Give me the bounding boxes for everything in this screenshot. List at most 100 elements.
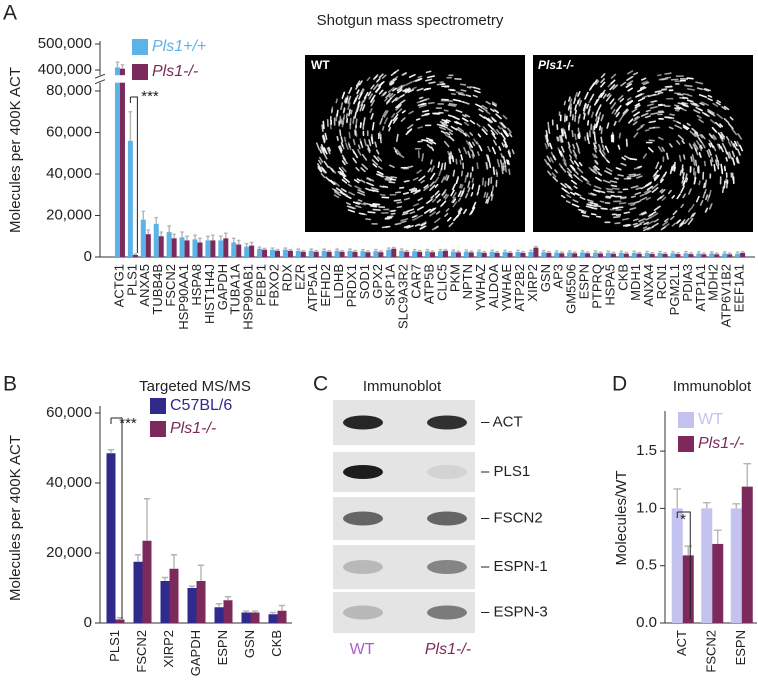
micrograph-stroke — [444, 194, 449, 200]
micrograph-stroke — [629, 207, 637, 211]
bar — [572, 253, 578, 257]
micrograph-stroke — [704, 112, 710, 118]
error-bar — [283, 247, 288, 250]
bar — [533, 247, 539, 257]
error-bar — [490, 249, 494, 252]
micrograph-stroke — [469, 85, 476, 89]
micrograph-stroke — [396, 201, 403, 204]
micrograph-stroke — [412, 217, 418, 221]
blot-label: – ESPN-3 — [481, 603, 548, 620]
micrograph-stroke — [634, 115, 639, 120]
micrograph-stroke — [570, 191, 576, 196]
micrograph-stroke — [494, 109, 500, 114]
micrograph-stroke — [338, 146, 343, 154]
error-bar — [242, 610, 250, 613]
micrograph-stroke — [560, 150, 564, 158]
bar — [683, 253, 689, 257]
micrograph-stroke — [609, 84, 616, 91]
micrograph-stroke — [372, 163, 378, 168]
micrograph-stroke — [625, 138, 628, 147]
micrograph-stroke — [614, 108, 620, 115]
error-bar — [702, 501, 711, 509]
micrograph-stroke — [363, 91, 369, 99]
error-bar — [249, 241, 254, 246]
micrograph-stroke — [467, 150, 471, 159]
micrograph-stroke — [632, 218, 639, 222]
micrograph-stroke — [457, 207, 462, 213]
micrograph-stroke — [723, 165, 727, 172]
micrograph-stroke — [643, 221, 649, 226]
micrograph-stroke — [409, 211, 416, 215]
x-tick-label: TUBA1A — [228, 264, 243, 315]
micrograph-stroke — [462, 132, 467, 137]
micrograph-stroke — [485, 198, 488, 204]
bar — [502, 252, 508, 257]
micrograph-stroke — [448, 222, 454, 228]
micrograph-stroke — [317, 167, 322, 173]
micrograph-stroke — [574, 104, 578, 111]
micrograph-stroke — [601, 149, 606, 156]
micrograph-stroke — [491, 101, 498, 106]
micrograph-stroke — [614, 222, 621, 225]
micrograph-stroke — [391, 113, 396, 118]
bar — [321, 250, 327, 257]
micrograph-stroke — [504, 165, 507, 173]
x-tick-label: CKB — [269, 630, 284, 657]
micrograph-stroke — [737, 133, 743, 140]
micrograph-stroke — [355, 80, 361, 87]
panel-label: C — [313, 373, 328, 396]
micrograph-stroke — [403, 197, 411, 201]
x-tick-label: AP3 — [551, 264, 566, 289]
micrograph-stroke — [420, 222, 427, 227]
micrograph-stroke — [414, 189, 421, 193]
micrograph-stroke — [712, 145, 717, 152]
micrograph-stroke — [343, 97, 347, 103]
micrograph-stroke — [469, 119, 476, 125]
error-bar — [251, 610, 259, 613]
micrograph-stroke — [610, 102, 617, 110]
micrograph-stroke — [578, 178, 583, 183]
micrograph-stroke — [568, 154, 573, 159]
micrograph-stroke — [569, 103, 573, 110]
micrograph-stroke — [321, 167, 327, 174]
micrograph-stroke — [623, 211, 630, 215]
micrograph-stroke — [569, 158, 575, 165]
significance-label: *** — [119, 415, 137, 432]
error-bar — [278, 604, 286, 611]
bar — [262, 249, 268, 257]
error-bar — [107, 449, 115, 454]
bar — [585, 253, 591, 257]
error-bar — [348, 248, 352, 251]
micrograph-stroke — [420, 179, 425, 184]
bar — [115, 619, 125, 623]
blot-label: – ESPN-1 — [481, 558, 548, 575]
micrograph-stroke — [704, 207, 709, 213]
bar — [507, 252, 513, 257]
micrograph-stroke — [370, 84, 375, 90]
micrograph-stroke — [396, 205, 403, 209]
x-tick-label: FBXO2 — [266, 264, 281, 307]
micrograph-stroke — [731, 128, 738, 136]
error-bar — [740, 250, 745, 253]
micrograph-stroke — [348, 205, 357, 210]
micrograph-stroke — [457, 197, 462, 202]
micrograph-stroke — [460, 154, 464, 161]
micrograph-stroke — [334, 191, 342, 197]
micrograph-stroke — [445, 208, 450, 212]
micrograph-stroke — [460, 184, 464, 189]
error-bar — [236, 239, 241, 245]
bar — [598, 253, 603, 257]
micrograph-stroke — [427, 101, 435, 105]
micrograph-stroke — [336, 135, 339, 141]
micrograph-stroke — [583, 102, 587, 109]
micrograph-stroke — [471, 141, 476, 147]
micrograph-stroke — [594, 138, 597, 145]
bar — [463, 251, 469, 257]
micrograph-stroke — [610, 73, 617, 79]
micrograph-stroke — [718, 143, 722, 149]
error-bar — [392, 246, 396, 249]
bar — [106, 453, 116, 623]
micrograph-stroke — [710, 119, 716, 125]
micrograph-stroke — [319, 156, 324, 163]
